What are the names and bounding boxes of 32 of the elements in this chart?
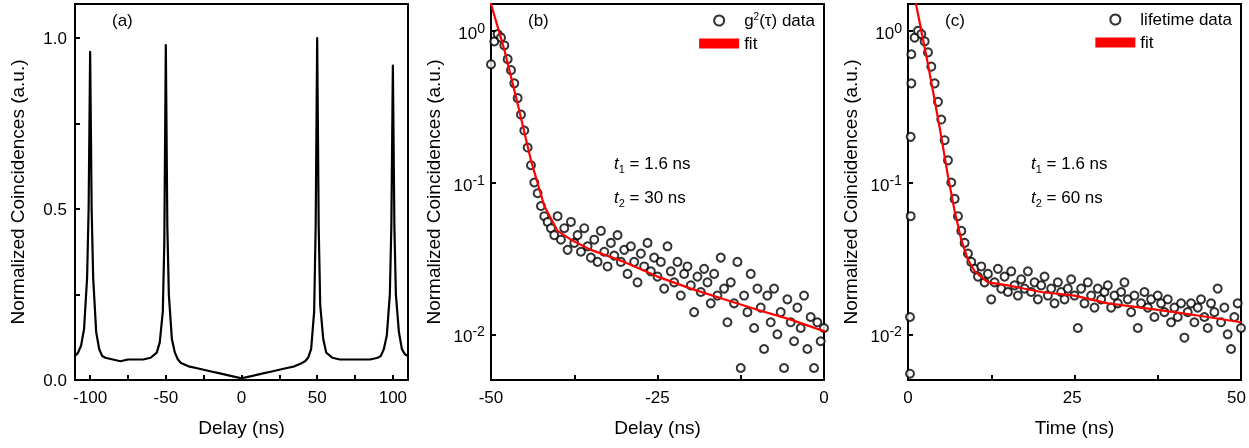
- x-tick-label: 0: [236, 388, 247, 408]
- x-tick-label: 100: [378, 388, 408, 408]
- x-tick-label: -100: [73, 388, 108, 408]
- y-tick-label: 10$^{0}$: [458, 18, 485, 45]
- x-tick-label: 25: [1062, 388, 1082, 408]
- y-tick-label: 10$^{0}$: [875, 18, 902, 45]
- x-axis-title: Delay (ns): [614, 417, 701, 438]
- chart-title: (b): [528, 11, 549, 30]
- y-tick-label: 10$^{-1}$: [453, 170, 485, 196]
- legend-label: fit: [1140, 33, 1154, 52]
- legend-label: lifetime data: [1140, 10, 1233, 29]
- y-tick-label: 0.0: [43, 370, 67, 390]
- y-axis-title: Normalized Coincidences (a.u.): [840, 59, 861, 325]
- y-tick-label: 10$^{-2}$: [453, 321, 485, 348]
- chart-title: (a): [112, 11, 133, 30]
- y-tick-label: 10$^{-1}$: [870, 170, 902, 196]
- x-tick-label: -50: [153, 388, 179, 408]
- x-tick-label: 50: [1227, 388, 1246, 408]
- x-tick-label: 50: [307, 388, 327, 408]
- y-axis-title: Normalized Coincidences (a.u.): [423, 59, 444, 325]
- y-axis-title: Normalized Coincidences (a.u.): [7, 59, 28, 325]
- chart-title: (c): [945, 11, 965, 30]
- legend-label: fit: [744, 34, 758, 53]
- y-tick-label: 0.5: [43, 199, 67, 219]
- y-tick-label: 10$^{-2}$: [870, 321, 902, 348]
- x-axis-title: Delay (ns): [198, 417, 285, 438]
- x-tick-label: 0: [819, 388, 829, 408]
- x-tick-label: -25: [645, 388, 670, 408]
- x-tick-label: 0: [903, 388, 913, 408]
- y-tick-label: 1.0: [43, 28, 67, 48]
- x-axis-title: Time (ns): [1034, 417, 1115, 438]
- x-tick-label: -50: [478, 388, 504, 408]
